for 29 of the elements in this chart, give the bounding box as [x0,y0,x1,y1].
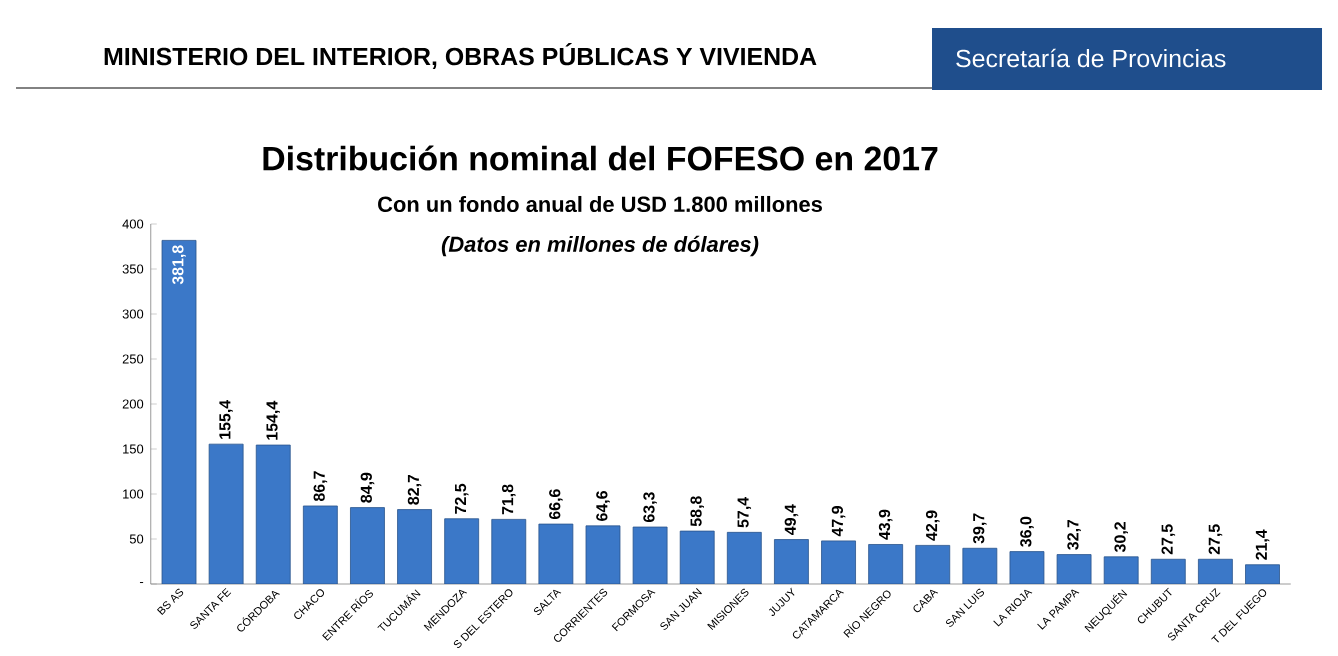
bar [255,444,291,584]
text: MINISTERIO DEL INTERIOR, OBRAS PÚBLICAS Y VIVIENDA [104,43,817,69]
bar [1245,564,1280,584]
bar [1056,554,1092,584]
bar [350,507,385,584]
bar [962,547,998,584]
bar [444,518,480,584]
bar [632,526,668,584]
bar [208,443,244,584]
bar [1151,559,1186,584]
chart-subtitle: Con un fondo anual de USD 1.800 millones [378,195,822,213]
bar [161,239,197,584]
chart-title: Distribución nominal del FOFESO en 2017 [263,145,938,171]
text: Secretaría de Provincias [956,48,1226,68]
bar [491,518,527,584]
bar [821,540,856,584]
bar [774,539,809,584]
bar [1198,559,1233,584]
annotation: (Datos en millones de dólares) [441,235,759,257]
bar [726,531,762,584]
bar [585,525,621,584]
bar [868,544,904,584]
bar [302,505,338,584]
bar [1009,551,1045,584]
bar [538,523,574,584]
bar [915,544,951,584]
bar [1104,556,1139,584]
bar [397,509,432,584]
bar [679,530,715,584]
